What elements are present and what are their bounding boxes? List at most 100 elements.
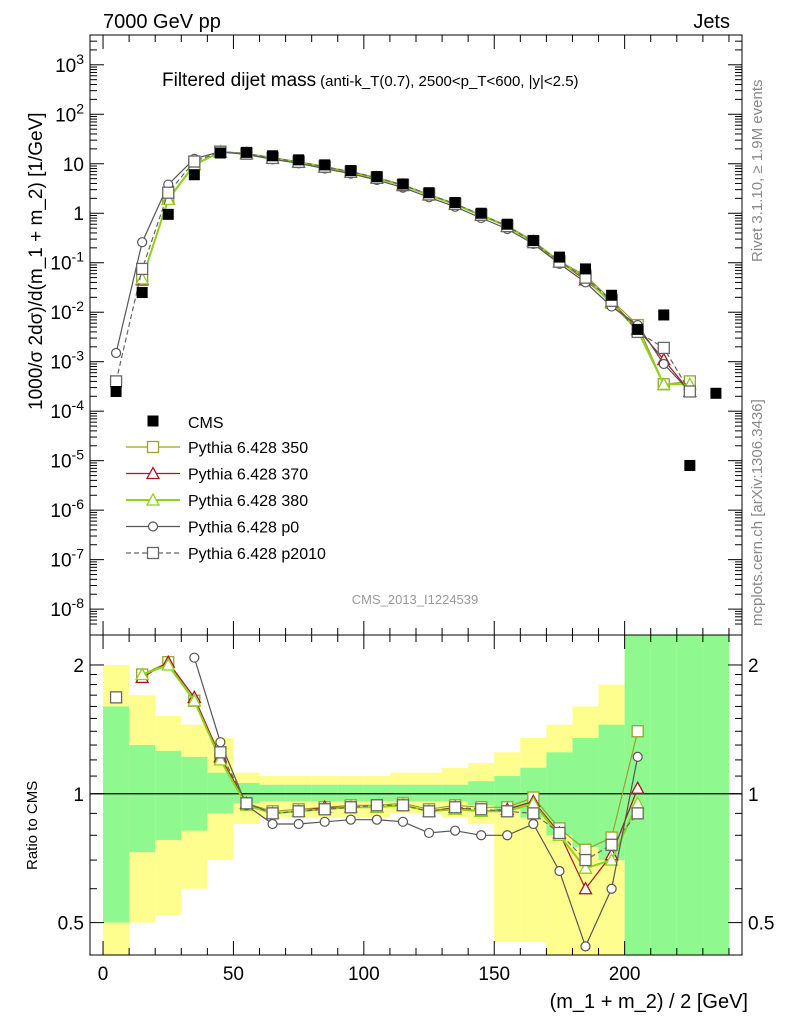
ratio-series-point (266, 807, 279, 820)
inner-band (259, 784, 286, 802)
ratio-series-point (475, 803, 488, 816)
cms-data-point (397, 178, 409, 190)
ratio-series-point (604, 852, 619, 866)
inner-band (363, 784, 390, 802)
ratio-series-point (292, 805, 305, 818)
ratio-series-point (631, 807, 644, 820)
x-axis-label: (m_1 + m_2) / 2 [GeV] (550, 991, 748, 1013)
inner-band (103, 706, 130, 923)
cms-data-point (632, 323, 644, 335)
legend-marker (145, 492, 161, 506)
cms-data-point (553, 251, 565, 263)
ratio-plot-panel: 0.5 0.5 1 1 2 2 0 50 100 150 200 (58, 634, 774, 985)
ratio-series-point (215, 737, 226, 748)
ratio-series-point (267, 818, 278, 830)
series-point (137, 237, 148, 248)
legend-item: Pythia 6.428 p0 (126, 520, 299, 537)
plot-title-main: Filtered dijet mass (162, 70, 316, 91)
legend-label: Pythia 6.428 380 (188, 493, 308, 510)
x-tick-label: 150 (478, 964, 510, 985)
watermark-label: CMS_2013_I1224539 (352, 592, 479, 607)
legend-label: CMS (188, 415, 224, 432)
series-point (109, 375, 123, 388)
series-line (141, 151, 690, 385)
legend-label: Pythia 6.428 p0 (188, 520, 299, 537)
ratio-series-point (318, 803, 331, 816)
ratio-series-point (631, 725, 644, 738)
y-tick-label: 10-2 (50, 298, 84, 324)
y-tick-label: 10-5 (50, 447, 84, 473)
inner-band (311, 784, 338, 802)
x-tick-label: 50 (223, 964, 244, 985)
inner-band (129, 745, 156, 853)
ratio-series-point (187, 693, 202, 707)
series-point (162, 186, 175, 199)
cms-data-point (606, 289, 618, 301)
cms-data-point (188, 169, 200, 181)
inner-band (650, 635, 677, 955)
series-0 (136, 145, 696, 391)
y-tick-label: 1 (73, 204, 84, 225)
ratio-series-point (240, 797, 253, 810)
legend-item: Pythia 6.428 380 (126, 492, 308, 510)
y-tick-label: 10-1 (50, 249, 84, 275)
ratio-series-point (579, 843, 592, 856)
ratio-series-point (371, 814, 382, 825)
inner-band (285, 784, 312, 802)
cms-data-point (214, 147, 226, 159)
cms-data-point (475, 207, 487, 219)
series-point (188, 155, 201, 168)
series-line (141, 151, 691, 392)
legend-item: CMS (147, 415, 224, 432)
ratio-series-point (345, 814, 356, 825)
inner-band (572, 738, 599, 848)
legend-item: Pythia 6.428 350 (126, 440, 308, 457)
ratio-series-point (580, 941, 591, 952)
ratio-series-point (161, 657, 176, 671)
ratio-series-point (135, 667, 150, 681)
ratio-series-point (422, 805, 436, 818)
cms-data-point (319, 159, 331, 171)
ratio-series-point (528, 818, 539, 830)
top-y-axis-label: 1000/σ 2dσ)/d(m_1 + m_2) [1/GeV] (26, 112, 47, 410)
cms-data-point (449, 196, 461, 208)
ratio-series-4 (109, 691, 644, 867)
mcplots-label: mcplots.cern.ch [arXiv:1306.3436] (749, 399, 766, 626)
legend-marker (146, 546, 160, 560)
cms-data-point (710, 387, 722, 399)
inner-band (442, 784, 469, 802)
y-tick-label: 102 (55, 100, 84, 126)
ratio-series-point (109, 691, 123, 704)
legend-marker (146, 440, 160, 454)
series-point (658, 358, 669, 370)
ratio-series-point (319, 816, 330, 827)
cms-data-point (110, 385, 122, 397)
inner-band (337, 784, 364, 802)
ratio-series-point (293, 818, 304, 830)
cms-data-point (423, 187, 435, 199)
cms-data-point (293, 154, 305, 166)
cms-data-point (136, 287, 148, 299)
series-point (135, 271, 150, 285)
inner-band (624, 635, 651, 955)
inner-band (155, 750, 182, 840)
y-tick-label: 103 (55, 51, 84, 77)
inner-band (702, 635, 729, 955)
inner-band (676, 635, 703, 955)
ratio-series-3 (189, 652, 643, 952)
series-point (110, 347, 122, 359)
ratio-series-line (193, 657, 639, 949)
cms-data-point (501, 218, 513, 230)
legend-marker (147, 415, 159, 427)
ratio-series-point (450, 825, 461, 836)
ratio-series-point (606, 883, 617, 894)
y-tick-label: 10-3 (50, 348, 84, 374)
cms-data-point (345, 165, 357, 177)
ratio-series-point (579, 853, 592, 867)
legend-item: Pythia 6.428 370 (126, 466, 308, 484)
y-tick-label: 10-7 (50, 546, 84, 572)
legend-marker (145, 466, 161, 480)
x-tick-label: 100 (348, 964, 380, 985)
cms-data-point (267, 150, 279, 162)
series-point (657, 341, 670, 355)
